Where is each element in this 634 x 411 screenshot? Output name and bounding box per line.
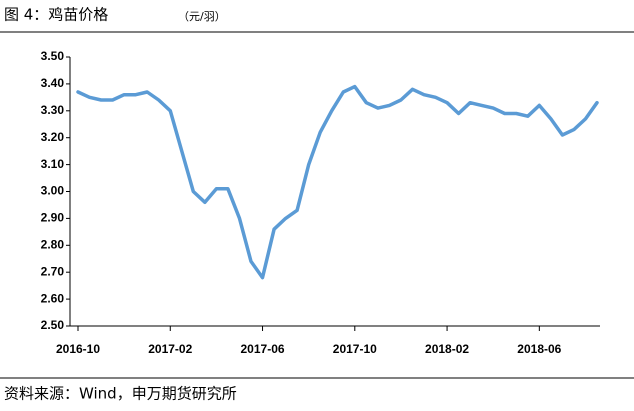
x-tick-label: 2018-02 [425,342,469,356]
x-tick-label: 2018-06 [517,342,561,356]
y-tick-label: 3.00 [41,184,65,198]
chart-subtitle: （元/羽） [178,10,226,23]
chart-title: 图 4：鸡苗价格 [4,6,108,24]
y-tick-label: 3.20 [41,130,65,144]
y-tick-label: 2.60 [41,291,65,305]
x-tick-label: 2017-02 [148,342,192,356]
data-line [76,84,599,280]
x-tick-label: 2017-06 [241,342,285,356]
y-tick-label: 2.70 [41,264,65,278]
x-tick-label: 2016-10 [56,342,100,356]
y-tick-label: 2.90 [41,211,65,225]
y-tick-label: 3.40 [41,76,65,90]
y-tick-label: 3.30 [41,103,65,117]
y-tick-label: 3.10 [41,157,65,171]
y-tick-label: 2.80 [41,237,65,251]
x-tick-label: 2017-10 [333,342,377,356]
y-tick-label: 3.50 [41,49,65,63]
source-note: 资料来源：Wind，申万期货研究所 [4,385,237,403]
y-tick-label: 2.50 [41,318,65,332]
